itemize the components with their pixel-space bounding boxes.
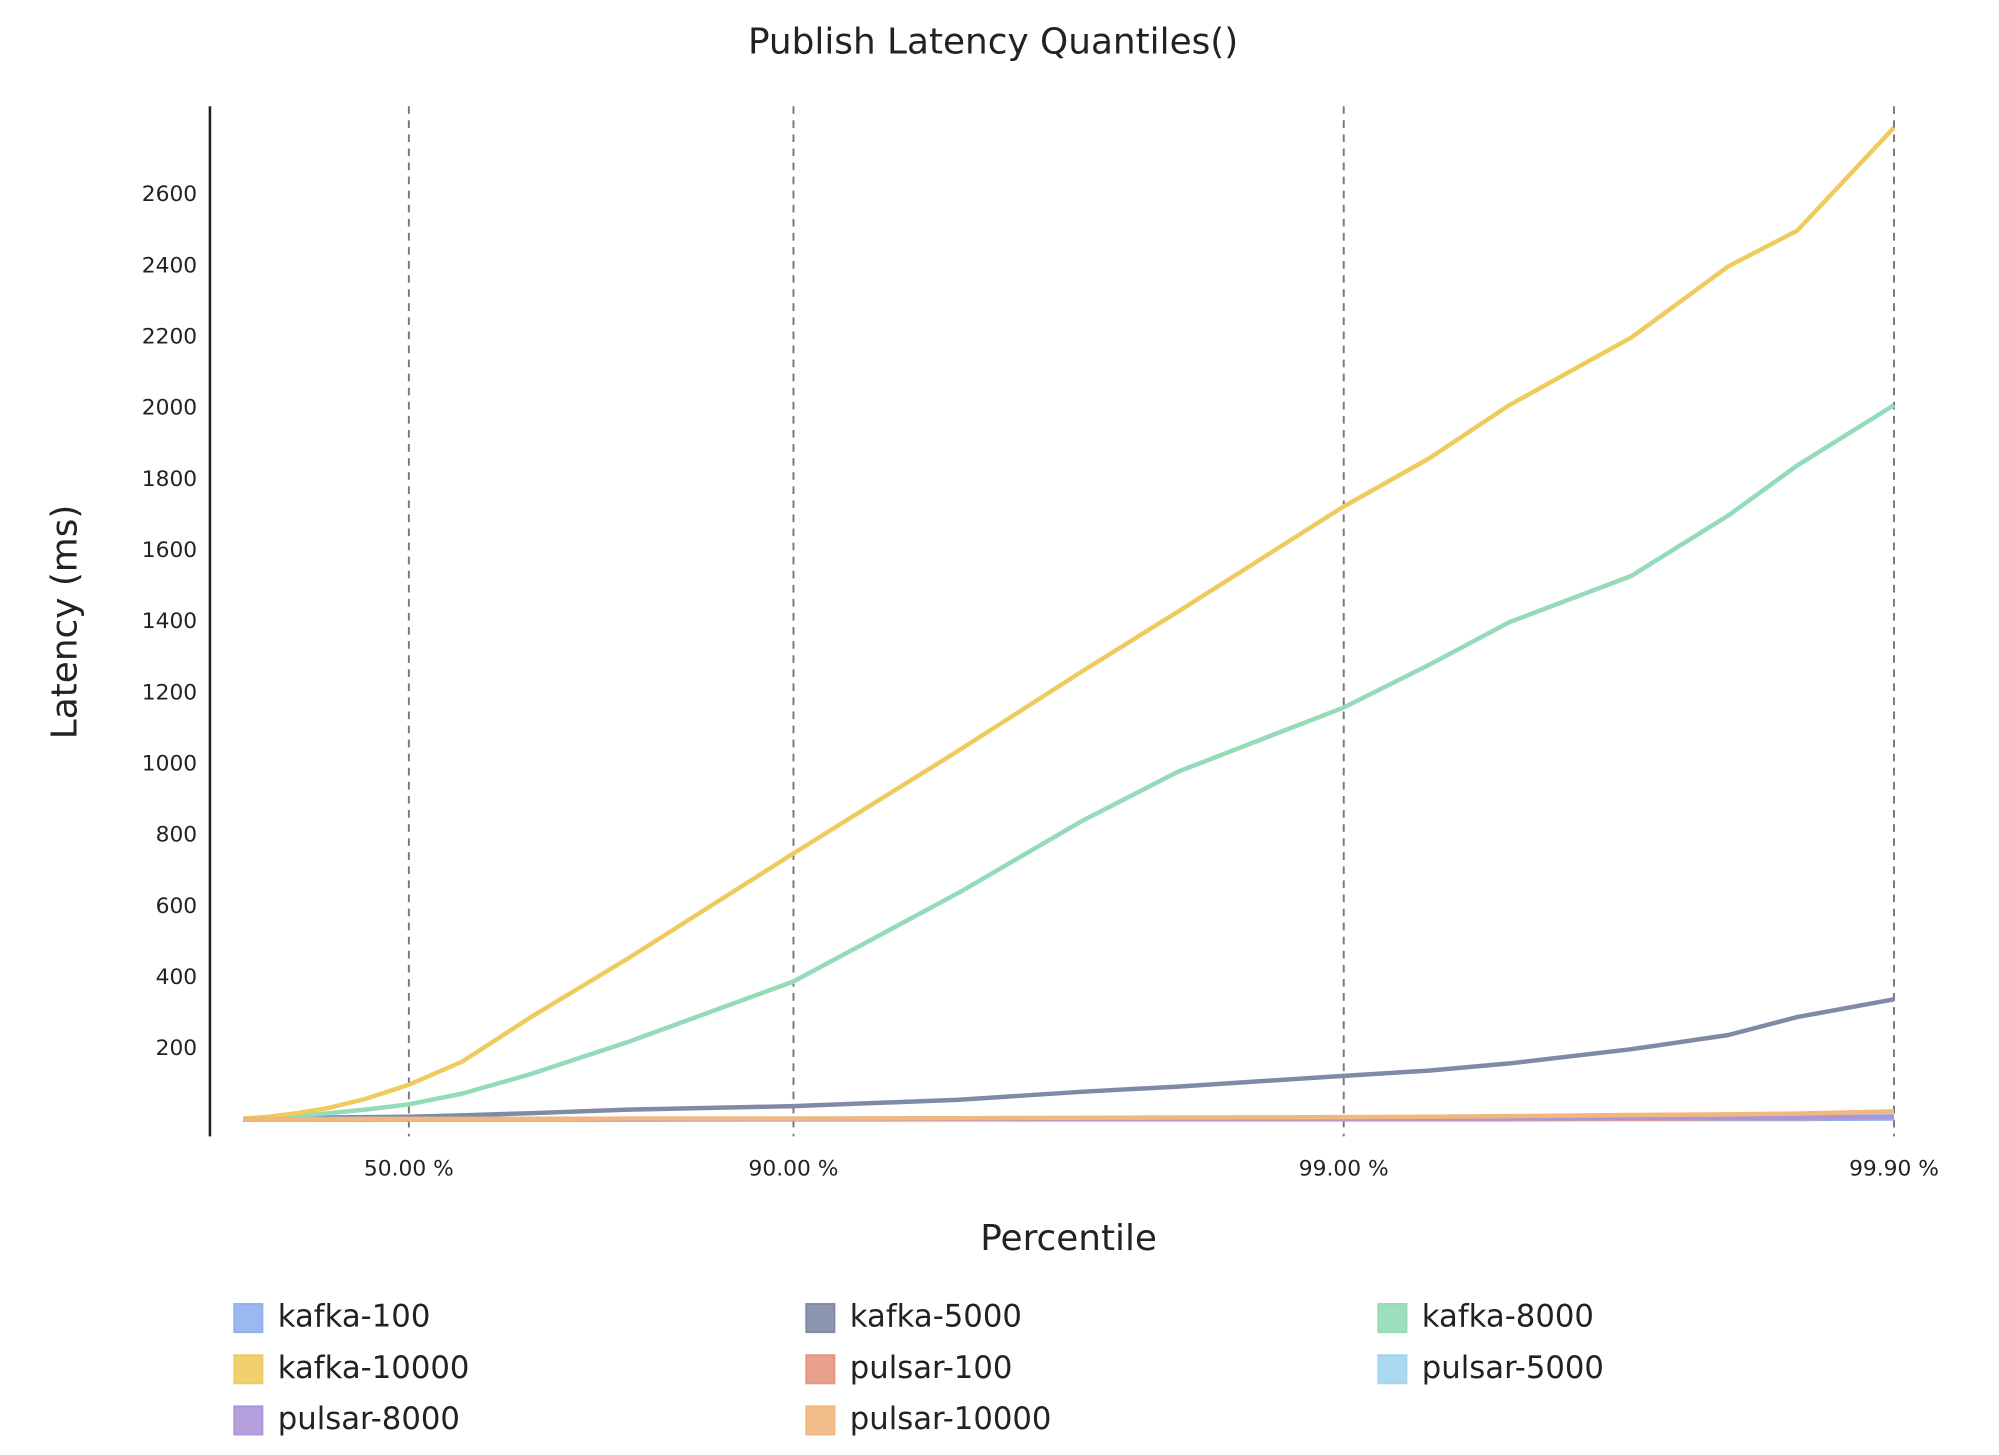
y-tick-label: 1400	[142, 609, 197, 634]
series-line	[243, 1109, 1895, 1122]
y-tick-label: 1000	[142, 752, 197, 777]
x-tick-label: 99.90 %	[1849, 1157, 1939, 1182]
y-tick-label: 1200	[142, 680, 197, 705]
legend-label: kafka-10000	[278, 1350, 470, 1386]
series-line	[243, 403, 1896, 1121]
legend-label: pulsar-5000	[1422, 1350, 1604, 1386]
legend-swatch	[1377, 1303, 1408, 1334]
legend-label: pulsar-8000	[278, 1401, 460, 1437]
x-tick-label: 90.00 %	[749, 1157, 839, 1182]
legend-swatch	[233, 1354, 264, 1385]
chart-title: Publish Latency Quantiles()	[748, 22, 1238, 63]
legend-label: kafka-5000	[850, 1299, 1022, 1335]
legend-swatch	[233, 1303, 264, 1334]
y-tick-label: 800	[156, 823, 198, 848]
y-axis-label: Latency (ms)	[45, 505, 86, 740]
legend-swatch	[805, 1354, 836, 1385]
x-tick-label: 99.00 %	[1299, 1157, 1389, 1182]
legend-label: pulsar-100	[850, 1350, 1013, 1386]
y-tick-label: 600	[156, 894, 198, 919]
y-tick-label: 400	[156, 965, 198, 990]
legend-label: kafka-100	[278, 1299, 431, 1335]
y-tick-label: 1600	[142, 538, 197, 563]
y-tick-label: 200	[156, 1036, 198, 1061]
series-line	[243, 997, 1895, 1122]
legend-label: kafka-8000	[1422, 1299, 1594, 1335]
x-tick-label: 50.00 %	[364, 1157, 454, 1182]
legend-swatch	[233, 1405, 264, 1436]
legend-swatch	[805, 1405, 836, 1436]
y-tick-label: 1800	[142, 467, 197, 492]
series-line	[243, 126, 1896, 1121]
legend-swatch	[805, 1303, 836, 1334]
y-tick-label: 2200	[142, 325, 197, 350]
y-tick-label: 2600	[142, 182, 197, 207]
legend-swatch	[1377, 1354, 1408, 1385]
x-axis-label: Percentile	[980, 1218, 1157, 1259]
legend-label: pulsar-10000	[850, 1401, 1052, 1437]
y-tick-label: 2400	[142, 253, 197, 278]
y-tick-label: 2000	[142, 396, 197, 421]
